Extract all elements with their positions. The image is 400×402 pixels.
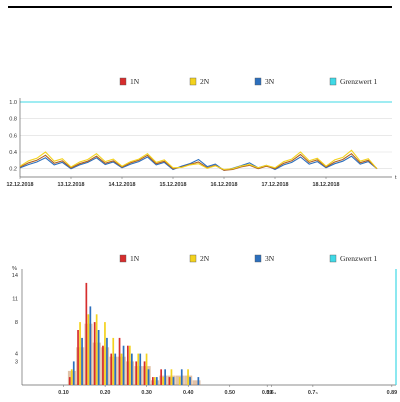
x-tick-label: 18.12.2018 xyxy=(313,182,340,188)
legend-label-2n: 2N xyxy=(200,254,210,263)
bar-3n xyxy=(72,361,75,385)
bar-3n xyxy=(114,353,117,385)
legend-swatch-1n xyxy=(119,77,127,86)
bar-2n xyxy=(187,369,189,385)
bar-3n xyxy=(106,337,108,385)
bar-3n xyxy=(147,369,150,385)
bar-3n xyxy=(139,353,142,385)
legend-swatch-3n xyxy=(254,254,262,263)
bar-1n xyxy=(102,345,104,385)
bar-1n xyxy=(152,377,154,385)
bar-1n xyxy=(93,322,96,385)
bar-2n xyxy=(162,377,164,385)
legend-label-2n: 2N xyxy=(200,77,210,86)
bar-3n xyxy=(97,330,100,385)
y-tick-label: 0.8 xyxy=(9,117,17,123)
y-tick-label: 0.6 xyxy=(9,133,17,139)
y-tick-label: 14 xyxy=(12,273,18,279)
y-tick-label: 1.0 xyxy=(9,100,17,106)
x-tick-label: 14.12.2018 xyxy=(109,182,136,188)
bar-2n xyxy=(178,377,181,385)
bar-1n xyxy=(68,377,71,385)
bar-3n xyxy=(89,306,92,385)
bar-2n xyxy=(70,369,73,385)
bar-1n xyxy=(85,282,88,385)
legend-label-grenzwert-1: Grenzwert 1 xyxy=(340,77,378,86)
bar-2n xyxy=(145,353,148,385)
bar-2n xyxy=(112,337,115,385)
bar-2n xyxy=(79,322,81,385)
bar-3n xyxy=(189,377,191,385)
x-tick-label: 12.12.2018 xyxy=(7,182,34,188)
bar-3n xyxy=(131,353,133,385)
legend-swatch-grenzwert-1 xyxy=(329,254,337,263)
x-tick-label: 0.50 xyxy=(225,390,236,396)
x-tick-label: 0.89 xyxy=(387,390,398,396)
bar-2n xyxy=(154,377,156,385)
x-tick-label: 13.12.2018 xyxy=(58,182,85,188)
bar-3n xyxy=(172,377,175,385)
bar-3n xyxy=(164,369,166,385)
line-chart: 1N 2N 3N Grenzwert 1 0.2 0.4 0.6 0.8 1.0 t 12.12.2… xyxy=(7,77,397,188)
x-tick-label: 0.40 xyxy=(183,390,194,396)
legend-label-3n: 3N xyxy=(265,254,275,263)
legend-swatch-2n xyxy=(189,254,197,263)
legend-swatch-grenzwert-1 xyxy=(329,77,337,86)
bar-1n xyxy=(168,377,171,385)
bar-1n xyxy=(110,353,113,385)
y-tick-label: 8 xyxy=(15,320,18,326)
bar-3n xyxy=(180,369,183,385)
x-tick-label: 17.12.2018 xyxy=(262,182,289,188)
x-tick-label: 0.6₄ xyxy=(266,390,276,396)
y-tick-label: 0.2 xyxy=(9,167,17,173)
bar-1n xyxy=(77,330,79,385)
bar-1n xyxy=(118,337,121,385)
bar-2n xyxy=(95,314,98,385)
bar-1n xyxy=(127,345,129,385)
bar-2n xyxy=(87,314,90,385)
legend-label-grenzwert-1: Grenzwert 1 xyxy=(340,254,378,263)
legend-swatch-2n xyxy=(189,77,197,86)
top-rule xyxy=(8,6,392,8)
x-tick-label: 0.59 xyxy=(262,390,273,396)
bar-2n xyxy=(170,369,173,385)
x-tick-label: 0.7₅ xyxy=(308,390,318,396)
y-tick-label: 0.4 xyxy=(9,150,17,156)
legend-label-3n: 3N xyxy=(265,77,275,86)
bar-1n xyxy=(135,361,138,385)
x-tick-label: 0.30 xyxy=(141,390,152,396)
legend-label-1n: 1N xyxy=(130,254,140,263)
y-tick-label: 3 xyxy=(15,359,18,365)
y-tick-label: 4 xyxy=(15,352,18,358)
bar-3n xyxy=(81,337,83,385)
bar-2n xyxy=(137,353,140,385)
legend-swatch-1n xyxy=(119,254,127,263)
x-tick-label: 0.20 xyxy=(100,390,111,396)
bar-3n xyxy=(122,345,125,385)
histogram-chart: 1N 2N 3N Grenzwert 1% 34 8 11 14 0.10 0.20 0.30 0.4… xyxy=(12,254,398,396)
x-tick-label: 0.10 xyxy=(58,390,69,396)
bar-2n xyxy=(120,353,123,385)
bar-3n xyxy=(156,377,158,385)
bin-band xyxy=(192,380,201,385)
y-unit-label: % xyxy=(12,266,17,272)
series-line-3n xyxy=(19,155,378,171)
bar-1n xyxy=(143,361,146,385)
legend-label-1n: 1N xyxy=(130,77,140,86)
series-line-2n xyxy=(19,149,378,171)
x-axis-letter: t xyxy=(395,175,397,181)
bar-1n xyxy=(160,369,162,385)
bar-3n xyxy=(197,377,200,385)
bar-2n xyxy=(104,322,106,385)
x-tick-label: 16.12.2018 xyxy=(211,182,238,188)
series-line-1n xyxy=(19,152,378,171)
legend-swatch-3n xyxy=(254,77,262,86)
y-tick-label: 11 xyxy=(12,297,18,303)
bar-2n xyxy=(129,345,131,385)
x-tick-label: 15.12.2018 xyxy=(160,182,187,188)
